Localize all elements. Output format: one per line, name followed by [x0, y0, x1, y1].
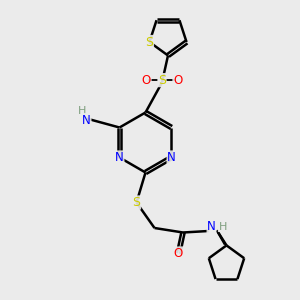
Text: O: O: [174, 247, 183, 260]
Text: N: N: [82, 113, 91, 127]
Text: O: O: [142, 74, 151, 87]
Text: S: S: [158, 74, 166, 87]
Text: N: N: [207, 220, 216, 233]
Text: O: O: [173, 74, 182, 87]
Text: S: S: [133, 196, 140, 209]
Text: H: H: [78, 106, 86, 116]
Text: S: S: [146, 35, 154, 49]
Text: N: N: [115, 151, 124, 164]
Text: N: N: [167, 151, 176, 164]
Text: H: H: [218, 221, 227, 232]
